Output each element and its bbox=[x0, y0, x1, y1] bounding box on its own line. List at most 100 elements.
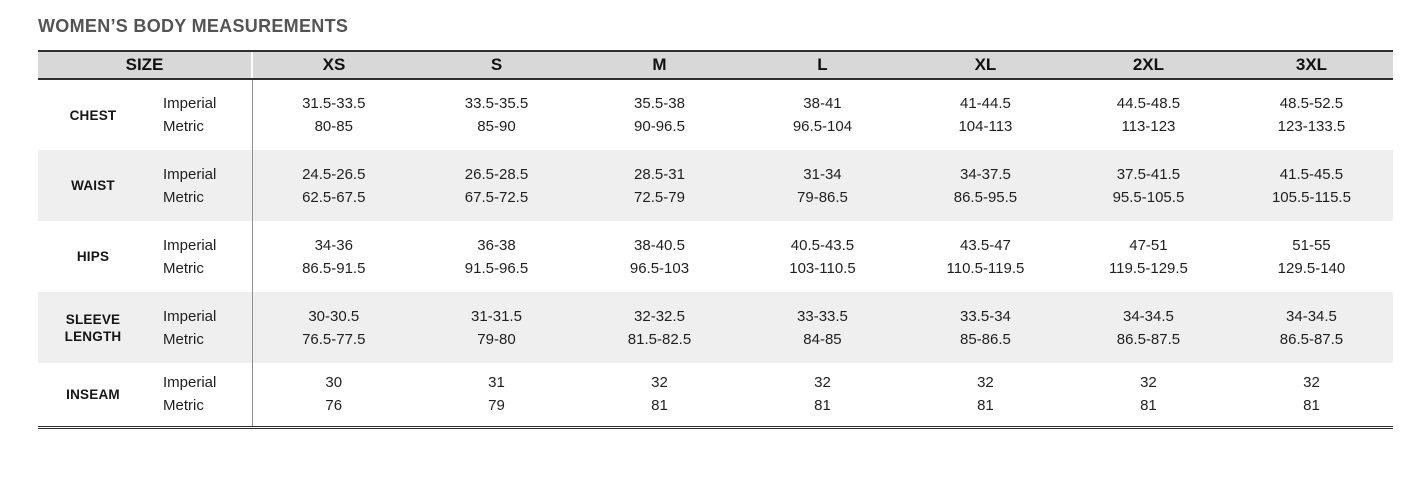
imperial-value: 44.5-48.5 bbox=[1116, 95, 1181, 112]
imperial-value: 36-38 bbox=[477, 236, 516, 254]
metric-label: Metric bbox=[163, 330, 204, 348]
metric-value: 96.5-103 bbox=[629, 259, 690, 277]
metric-value: 86.5-87.5 bbox=[1279, 330, 1344, 348]
imperial-value: 34-36 bbox=[314, 236, 353, 254]
imperial-value: 30-30.5 bbox=[308, 307, 360, 325]
size-header: SIZE bbox=[38, 50, 253, 80]
measurement-cell: 34-34.5 86.5-87.5 bbox=[1229, 292, 1393, 363]
metric-label: Metric bbox=[163, 397, 204, 415]
imperial-value: 28.5-31 bbox=[634, 165, 685, 183]
measurement-cell: 51-55 129.5-140 bbox=[1230, 221, 1393, 292]
metric-value: 123-133.5 bbox=[1277, 118, 1346, 135]
metric-value: 85-86.5 bbox=[960, 330, 1011, 348]
measurement-cell: 34-37.5 86.5-95.5 bbox=[903, 150, 1067, 221]
imperial-value: 33.5-35.5 bbox=[464, 95, 529, 112]
metric-value: 72.5-79 bbox=[634, 188, 685, 206]
imperial-value: 32 bbox=[1303, 374, 1320, 392]
metric-value: 81 bbox=[651, 397, 668, 415]
table-row: SLEEVE LENGTH Imperial Metric 30-30.5 76.5-7… bbox=[38, 292, 1393, 363]
measurement-cell: 35.5-38 90-96.5 bbox=[578, 79, 741, 150]
metric-value: 105.5-115.5 bbox=[1271, 188, 1351, 206]
size-chart-table: SIZE XS S M L XL 2XL 3XL CHEST Imperial Metric 31… bbox=[38, 50, 1393, 429]
imperial-value: 31-31.5 bbox=[471, 307, 522, 325]
metric-label: Metric bbox=[163, 118, 204, 135]
row-label: CHEST bbox=[69, 107, 117, 123]
imperial-label: Imperial bbox=[163, 374, 217, 392]
measurement-cell: 24.5-26.5 62.5-67.5 bbox=[252, 150, 415, 221]
imperial-value: 33-33.5 bbox=[797, 307, 848, 325]
metric-value: 67.5-72.5 bbox=[464, 188, 529, 206]
row-label: WAIST bbox=[38, 150, 148, 221]
measurement-cell: 44.5-48.5 113-123 bbox=[1067, 79, 1230, 150]
measurement-cell: 37.5-41.5 95.5-105.5 bbox=[1066, 150, 1230, 221]
metric-value: 86.5-95.5 bbox=[953, 188, 1018, 206]
imperial-value: 31 bbox=[488, 374, 505, 392]
metric-value: 76.5-77.5 bbox=[302, 330, 366, 348]
measurement-cell: 48.5-52.5 123-133.5 bbox=[1230, 79, 1393, 150]
metric-value: 81.5-82.5 bbox=[627, 330, 692, 348]
metric-label: Metric bbox=[163, 259, 204, 277]
table-row: WAIST Imperial Metric 24.5-26.5 62.5-67.5 26.… bbox=[38, 150, 1393, 221]
unit-labels-cell: Imperial Metric bbox=[148, 363, 253, 429]
measurement-cell: 30 76 bbox=[252, 363, 415, 429]
unit-labels-cell: Imperial Metric bbox=[148, 150, 253, 221]
imperial-value: 34-34.5 bbox=[1122, 307, 1174, 325]
row-label: HIPS bbox=[76, 249, 110, 264]
metric-value: 79 bbox=[488, 397, 505, 415]
metric-label: Metric bbox=[163, 188, 204, 206]
measurement-cell: 38-41 96.5-104 bbox=[741, 79, 904, 150]
size-column-header: XS bbox=[251, 50, 415, 80]
measurement-cell: 31-31.5 79-80 bbox=[415, 292, 578, 363]
metric-value: 113-123 bbox=[1121, 118, 1176, 135]
row-label: INSEAM bbox=[38, 363, 148, 429]
imperial-value: 32 bbox=[814, 374, 831, 392]
imperial-value: 32 bbox=[977, 374, 994, 392]
metric-value: 81 bbox=[977, 397, 994, 415]
metric-value: 81 bbox=[1140, 397, 1157, 415]
measurement-cell: 33.5-34 85-86.5 bbox=[903, 292, 1067, 363]
metric-value: 79-80 bbox=[477, 330, 516, 348]
imperial-value: 40.5-43.5 bbox=[790, 236, 855, 254]
metric-value: 95.5-105.5 bbox=[1112, 188, 1185, 206]
imperial-value: 35.5-38 bbox=[634, 95, 685, 112]
metric-value: 76 bbox=[325, 397, 343, 415]
measurement-cell: 30-30.5 76.5-77.5 bbox=[252, 292, 415, 363]
table-header-row: SIZE XS S M L XL 2XL 3XL bbox=[38, 50, 1393, 80]
page-title: WOMEN’S BODY MEASUREMENTS bbox=[38, 16, 349, 36]
imperial-label: Imperial bbox=[163, 165, 217, 183]
size-column-header: S bbox=[415, 50, 578, 80]
measurement-cell: 43.5-47 110.5-119.5 bbox=[904, 221, 1067, 292]
metric-value: 81 bbox=[1303, 397, 1320, 415]
imperial-value: 51-55 bbox=[1292, 236, 1331, 254]
measurement-cell: 38-40.5 96.5-103 bbox=[578, 221, 741, 292]
table-body: CHEST Imperial Metric 31.5-33.5 80-85 33.5-35… bbox=[38, 79, 1393, 429]
row-label: SLEEVE LENGTH bbox=[38, 292, 148, 363]
size-column-header: XL bbox=[903, 50, 1067, 80]
imperial-value: 30 bbox=[325, 374, 343, 392]
measurement-cell: 34-36 86.5-91.5 bbox=[252, 221, 415, 292]
measurement-cell: 26.5-28.5 67.5-72.5 bbox=[415, 150, 578, 221]
metric-value: 81 bbox=[814, 397, 831, 415]
metric-value: 103-110.5 bbox=[789, 259, 856, 277]
metric-value: 84-85 bbox=[803, 330, 842, 348]
measurement-cell: 33.5-35.5 85-90 bbox=[415, 79, 578, 150]
imperial-value: 43.5-47 bbox=[960, 236, 1011, 254]
size-column-header: 2XL bbox=[1066, 50, 1230, 80]
metric-value: 96.5-104 bbox=[792, 118, 853, 135]
measurement-cell: 33-33.5 84-85 bbox=[740, 292, 904, 363]
unit-labels-cell: Imperial Metric bbox=[148, 221, 253, 292]
measurement-cell: 32 81 bbox=[1229, 363, 1393, 429]
size-column-header: L bbox=[740, 50, 904, 80]
metric-value: 129.5-140 bbox=[1277, 259, 1346, 277]
metric-value: 91.5-96.5 bbox=[464, 259, 529, 277]
measurement-cell: 32 81 bbox=[577, 363, 741, 429]
measurement-cell: 31 79 bbox=[415, 363, 578, 429]
imperial-value: 38-41 bbox=[803, 95, 842, 112]
metric-value: 104-113 bbox=[958, 118, 1013, 135]
measurement-cell: 47-51 119.5-129.5 bbox=[1067, 221, 1230, 292]
measurement-cell: 32-32.5 81.5-82.5 bbox=[577, 292, 741, 363]
metric-value: 85-90 bbox=[477, 118, 516, 135]
imperial-value: 47-51 bbox=[1129, 236, 1168, 254]
imperial-value: 37.5-41.5 bbox=[1116, 165, 1181, 183]
imperial-value: 33.5-34 bbox=[960, 307, 1011, 325]
